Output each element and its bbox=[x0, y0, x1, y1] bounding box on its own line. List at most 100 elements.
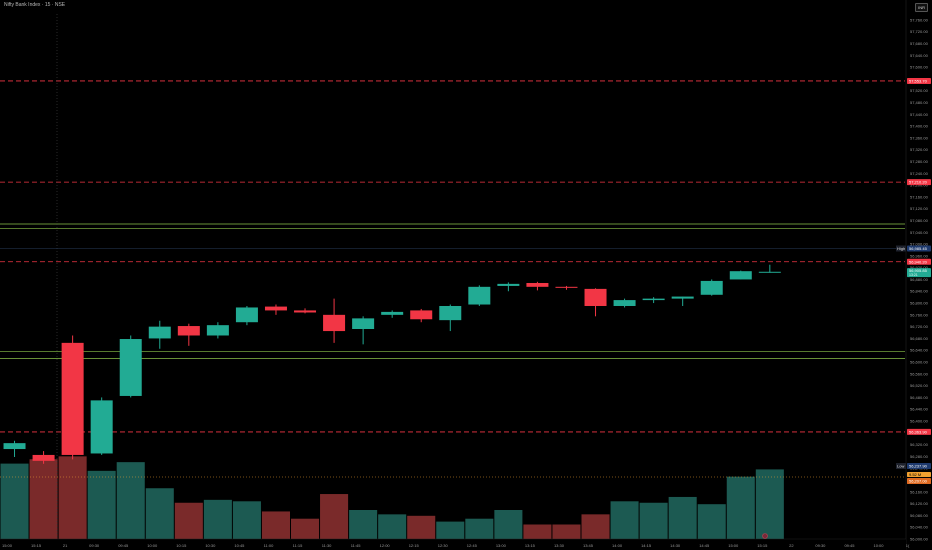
volume-bar bbox=[58, 456, 87, 539]
time-tick-label: 13:45 bbox=[583, 543, 594, 548]
candle-body bbox=[642, 298, 665, 301]
price-tick-label: 56,280.00 bbox=[910, 454, 929, 459]
avg-tag-bg bbox=[907, 478, 931, 484]
level-price-tag-bg bbox=[907, 258, 931, 265]
price-tick-label: 56,760.00 bbox=[910, 312, 929, 317]
volume-bar bbox=[29, 459, 58, 539]
volume-bar bbox=[87, 470, 116, 539]
time-tick-label: 12:00 bbox=[380, 543, 391, 548]
time-tick-label: 10:00 bbox=[147, 543, 158, 548]
current-price-tag: 56,905.85 bbox=[909, 268, 928, 273]
time-axis[interactable]: 15:00 15:15 21 09:30 09:45 10:00 10:15 10:30 10:… bbox=[0, 538, 910, 550]
volume-bar bbox=[0, 463, 29, 539]
candle-body bbox=[294, 310, 317, 313]
price-tick-label: 57,280.00 bbox=[910, 159, 929, 164]
volume-bar bbox=[145, 488, 174, 539]
level-price-tag: 56,363.90 bbox=[909, 429, 928, 434]
volume-bar bbox=[232, 501, 261, 539]
price-tick-label: 57,440.00 bbox=[910, 112, 929, 117]
volume-bar bbox=[610, 501, 639, 539]
time-tick-label: 12:30 bbox=[438, 543, 449, 548]
candle-body bbox=[584, 288, 607, 306]
high-tag-bg bbox=[896, 245, 906, 252]
volume-bar bbox=[261, 511, 290, 539]
time-tick-label: 13:30 bbox=[554, 543, 565, 548]
volume-bar bbox=[203, 499, 232, 539]
level-price-tag-bg bbox=[907, 77, 931, 84]
level-price-tag: 57,210.20 bbox=[909, 180, 928, 185]
candle-body bbox=[410, 310, 433, 320]
time-tick-label: 11:30 bbox=[322, 543, 332, 548]
price-tick-label: 57,480.00 bbox=[910, 100, 929, 105]
time-tick-label: 15:15 bbox=[757, 543, 768, 548]
time-tick-label: 10:30 bbox=[205, 543, 216, 548]
price-tick-label: 56,440.00 bbox=[910, 407, 929, 412]
candle-body bbox=[729, 271, 752, 280]
time-tick-label: 12:15 bbox=[409, 543, 420, 548]
candle-body bbox=[323, 314, 346, 332]
price-tick-label: 56,040.00 bbox=[910, 525, 929, 530]
time-tick-label: 14:15 bbox=[641, 543, 652, 548]
price-tags: 57,553.70 57,210.20 56,940.20 56,363.90 High… bbox=[762, 77, 931, 539]
low-price-tag-bg bbox=[907, 463, 931, 469]
price-tick-label: 56,120.00 bbox=[910, 501, 929, 506]
volume-bar bbox=[668, 496, 697, 539]
time-tick-label: 21 bbox=[63, 543, 68, 548]
time-tick-label: 13:15 bbox=[525, 543, 536, 548]
volume-bar bbox=[291, 518, 320, 539]
time-tick-label: 10:00 bbox=[873, 543, 884, 548]
price-tick-label: 56,320.00 bbox=[910, 442, 929, 447]
high-tag-label: High bbox=[897, 246, 905, 251]
currency-button[interactable]: INR bbox=[915, 3, 928, 12]
volume-bar bbox=[494, 510, 523, 539]
candle-body bbox=[32, 454, 55, 461]
time-tick-label: 10:45 bbox=[234, 543, 245, 548]
candle-body bbox=[468, 286, 491, 305]
volume-bar bbox=[697, 504, 726, 539]
candle-body bbox=[497, 283, 520, 286]
candle-body bbox=[526, 282, 549, 287]
volume-bar bbox=[726, 476, 755, 539]
current-price-tag-bg bbox=[907, 268, 931, 278]
volume-bar bbox=[436, 521, 465, 539]
price-tick-label: 57,320.00 bbox=[910, 147, 929, 152]
price-tick-label: 56,960.00 bbox=[910, 253, 929, 258]
time-tick-label: 11:15 bbox=[293, 543, 303, 548]
time-tick-label: 09:45 bbox=[118, 543, 129, 548]
time-tick-label: 12:45 bbox=[467, 543, 478, 548]
price-tick-label: 57,360.00 bbox=[910, 135, 929, 140]
candle-body bbox=[700, 280, 723, 295]
price-tick-label: 56,560.00 bbox=[910, 371, 929, 376]
time-tick-label: 09:45 bbox=[844, 543, 855, 548]
volume-bar bbox=[581, 514, 610, 539]
time-tick-label: 14:45 bbox=[699, 543, 710, 548]
candle-body bbox=[235, 307, 258, 323]
volume-bar bbox=[523, 524, 552, 539]
time-tick-label: 15:00 bbox=[2, 543, 13, 548]
time-tick-label: 22 bbox=[789, 543, 794, 548]
volume-bars bbox=[0, 456, 784, 539]
volume-bar bbox=[465, 518, 494, 539]
low-tag-label: Low bbox=[897, 464, 904, 469]
time-tick-label: 1( bbox=[906, 543, 910, 548]
price-tick-label: 56,600.00 bbox=[910, 360, 929, 365]
time-tick-label: 11:45 bbox=[351, 543, 361, 548]
volume-bar bbox=[378, 514, 407, 539]
price-tick-label: 57,040.00 bbox=[910, 230, 929, 235]
price-tick-label: 56,520.00 bbox=[910, 383, 929, 388]
price-tick-label: 57,080.00 bbox=[910, 218, 929, 223]
candle-body bbox=[555, 286, 578, 288]
time-axis-bg bbox=[0, 539, 906, 550]
candle-body bbox=[206, 325, 229, 336]
price-tick-label: 57,640.00 bbox=[910, 53, 929, 58]
price-tick-label: 57,720.00 bbox=[910, 29, 929, 34]
price-tick-label: 57,120.00 bbox=[910, 206, 929, 211]
candle-body bbox=[90, 400, 113, 454]
time-tick-label: 11:00 bbox=[264, 543, 274, 548]
candles bbox=[3, 264, 781, 464]
zone-lines bbox=[0, 223, 905, 359]
volume-bar bbox=[552, 524, 581, 539]
volume-tag: 9.52 M bbox=[909, 472, 921, 477]
volume-bar bbox=[639, 502, 668, 539]
